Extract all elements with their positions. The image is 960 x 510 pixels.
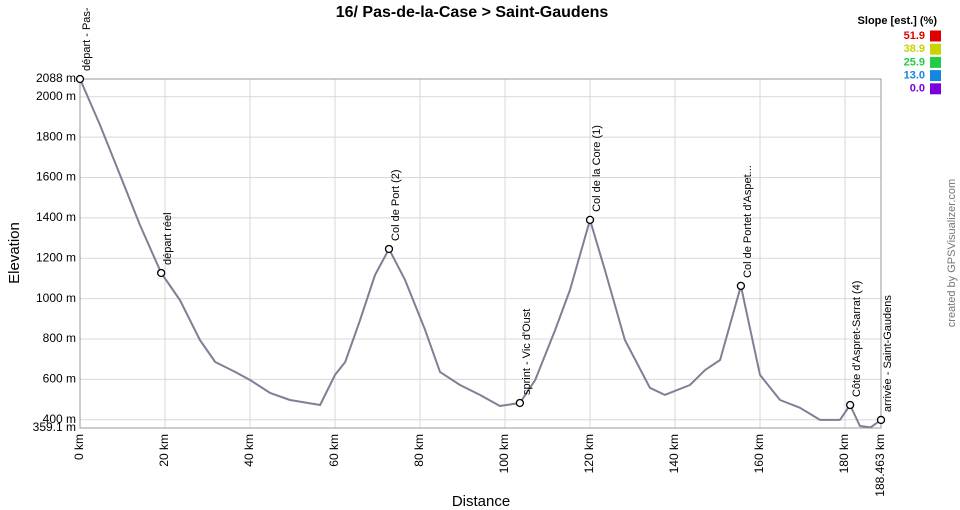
- y-tick-label: 400 m: [43, 412, 76, 426]
- y-tick-label: 1000 m: [36, 291, 76, 305]
- waypoint-label: départ - Pas-: [81, 7, 93, 71]
- y-tick-label: 1600 m: [36, 170, 76, 184]
- x-tick-label: 180 km: [837, 434, 851, 473]
- plot-frame: [79, 78, 882, 429]
- waypoint-label: arrivée - Saint-Gaudens: [882, 295, 894, 412]
- credit: created by GPSVisualizer.com: [946, 179, 958, 327]
- y-tick-label: 800 m: [43, 331, 76, 345]
- y-tick-label: 1400 m: [36, 210, 76, 224]
- waypoint-marker: [736, 281, 746, 291]
- legend-swatch: [930, 30, 941, 42]
- x-axis-title: Distance: [452, 493, 510, 510]
- legend-swatch: [930, 43, 941, 55]
- legend-label: 51.9: [904, 30, 925, 42]
- y-tick-label: 359.1 m: [33, 420, 76, 434]
- y-tick-label: 1200 m: [36, 250, 76, 264]
- legend-label: 0.0: [910, 83, 925, 95]
- waypoint-label: départ réel: [162, 212, 174, 265]
- legend-swatch: [930, 70, 941, 82]
- waypoint-marker: [384, 244, 394, 254]
- waypoint-marker: [585, 215, 595, 225]
- y-tick-label: 2000 m: [36, 89, 76, 103]
- legend-label: 13.0: [904, 70, 925, 82]
- legend-title: Slope [est.] (%): [858, 15, 938, 27]
- x-tick-label: 120 km: [582, 434, 596, 473]
- waypoint-marker: [845, 400, 855, 410]
- x-tick-label: 100 km: [497, 434, 511, 473]
- waypoint-label: sprint - Vic d'Oust: [521, 309, 533, 395]
- x-tick-label: 40 km: [242, 434, 256, 467]
- legend-swatch: [930, 56, 941, 68]
- y-axis-title: Elevation: [6, 222, 23, 284]
- waypoint-marker: [157, 268, 166, 278]
- y-tick-label: 1800 m: [36, 129, 76, 143]
- x-tick-label: 188.463 km: [873, 434, 887, 497]
- x-tick-label: 20 km: [157, 434, 171, 467]
- waypoint-label: Col de Portet d'Aspet...: [742, 165, 754, 278]
- waypoint-label: Col de Port (2): [390, 169, 402, 241]
- x-tick-label: 80 km: [412, 434, 426, 467]
- x-tick-label: 60 km: [327, 434, 341, 467]
- x-tick-label: 140 km: [667, 434, 681, 473]
- legend-label: 38.9: [904, 43, 925, 55]
- chart-title: 16/ Pas-de-la-Case > Saint-Gaudens: [336, 4, 609, 21]
- waypoint-marker: [876, 415, 886, 425]
- waypoint-marker: [75, 74, 85, 84]
- elevation-line: [79, 78, 882, 429]
- legend-label: 25.9: [904, 56, 925, 68]
- waypoint-label: Côte d'Aspret-Sarrat (4): [851, 281, 863, 397]
- x-tick-label: 0 km: [72, 434, 86, 460]
- waypoint-marker: [515, 398, 525, 408]
- waypoint-label: Col de la Core (1): [591, 125, 603, 212]
- y-tick-label: 600 m: [43, 372, 76, 386]
- y-tick-label: 2088 m: [36, 71, 76, 85]
- legend-swatch: [930, 83, 941, 95]
- x-tick-label: 160 km: [752, 434, 766, 473]
